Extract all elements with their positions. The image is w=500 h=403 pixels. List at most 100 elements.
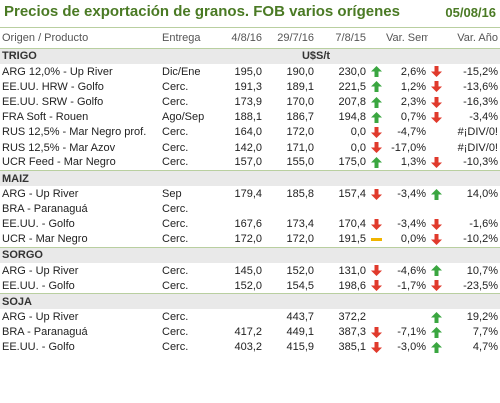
price-current-cell: 417,2 [234,326,262,339]
price-week-ago-cell: 152,0 [286,264,314,277]
table-row: RUS 12,5% - Mar Negro prof. Cerc. 164,0 172… [0,125,500,140]
table-row: UCR - Mar Negro Cerc. 172,0 172,0 191,5 0,0% -… [0,232,500,247]
weekly-change-cell: 2,6% [400,65,426,78]
arrow-down-icon [430,233,442,245]
yearly-trend-cell [428,140,444,155]
unchanged-dash-icon [370,237,382,241]
weekly-trend-cell [368,202,384,217]
price-year-ago-cell: 207,8 [338,95,366,108]
yearly-trend-cell [428,232,444,247]
price-year-ago-cell: 131,0 [338,264,366,277]
delivery-cell: Cerc. [162,156,189,169]
yearly-change-cell: -3,4% [469,111,498,124]
delivery-cell: Sep [162,187,182,200]
weekly-trend-cell [368,278,384,293]
delivery-cell: Cerc. [162,126,189,139]
section-name: TRIGO [0,47,222,64]
arrow-down-icon [370,326,382,338]
product-cell: UCR - Mar Negro [2,233,88,246]
yearly-change-cell: 19,2% [466,311,498,324]
weekly-trend-cell [368,263,384,278]
yearly-trend-cell [428,110,444,125]
arrow-down-icon [430,157,442,169]
price-week-ago-cell: 443,7 [286,311,314,324]
yearly-change-cell: 4,7% [472,341,498,354]
weekly-change-cell: 0,0% [400,233,426,246]
product-cell: ARG - Up River [2,264,79,277]
weekly-change-cell: -3,4% [397,187,426,200]
column-header: Var. Sem. [384,29,428,49]
yearly-change-cell: 7,7% [472,326,498,339]
yearly-trend-cell [428,340,444,355]
arrow-up-icon [370,157,382,169]
product-cell: FRA Soft - Rouen [2,111,89,124]
yearly-change-cell [444,202,500,217]
price-year-ago-cell: 387,3 [338,326,366,339]
table-row: EE.UU. - Golfo Cerc. 167,6 173,4 170,4 -3,4% -… [0,217,500,232]
price-year-ago-cell: 194,8 [338,111,366,124]
weekly-change-cell: 1,3% [400,156,426,169]
weekly-trend-cell [368,94,384,109]
product-cell: ARG - Up River [2,311,79,324]
unit-label [264,169,368,187]
product-cell: EE.UU. SRW - Golfo [2,95,104,108]
price-week-ago-cell: 415,9 [286,341,314,354]
yearly-change-cell: #¡DIV/0! [457,141,498,154]
weekly-change-cell: -1,7% [397,279,426,292]
price-current-cell: 167,6 [234,218,262,231]
weekly-change-cell: -3,0% [397,341,426,354]
section-spacer [222,246,264,264]
arrow-up-icon [430,265,442,277]
product-cell: BRA - Paranaguá [2,326,88,339]
delivery-cell: Cerc. [162,218,189,231]
section-spacer [222,169,264,187]
price-week-ago-cell: 449,1 [286,326,314,339]
product-cell: BRA - Paranaguá [2,203,88,216]
delivery-cell: Cerc. [162,141,189,154]
column-header: 29/7/16 [264,29,316,49]
weekly-change-cell [384,202,428,217]
arrow-down-icon [370,126,382,138]
delivery-cell: Cerc. [162,279,189,292]
price-week-ago-cell: 170,0 [286,95,314,108]
yearly-change-cell: -15,2% [463,65,498,78]
column-header: Entrega [160,29,222,49]
column-header: Var. Año [444,29,500,49]
delivery-cell: Cerc. [162,326,189,339]
price-current-cell: 157,0 [234,156,262,169]
section-name: SORGO [0,246,222,264]
arrow-down-icon [370,265,382,277]
arrow-down-icon [430,218,442,230]
product-cell: EE.UU. - Golfo [2,279,75,292]
yearly-trend-cell [428,202,444,217]
price-week-ago-cell: 189,1 [286,80,314,93]
table-row: ARG - Up River Cerc. 443,7 372,2 19,2% [0,309,500,324]
weekly-change-cell: -4,7% [397,126,426,139]
weekly-change-cell: -4,6% [397,264,426,277]
table-row: ARG 12,0% - Up River Dic/Ene 195,0 190,0 230… [0,64,500,79]
yearly-change-cell: #¡DIV/0! [457,126,498,139]
delivery-cell: Cerc. [162,95,189,108]
yearly-change-cell: -13,6% [463,80,498,93]
weekly-trend-cell [368,217,384,232]
arrow-up-icon [430,188,442,200]
delivery-cell: Ago/Sep [162,111,205,124]
section-spacer [368,47,500,64]
price-year-ago-cell: 191,5 [338,233,366,246]
arrow-up-icon [430,326,442,338]
weekly-change-cell: 1,2% [400,80,426,93]
yearly-trend-cell [428,278,444,293]
arrow-down-icon [430,111,442,123]
arrow-down-icon [370,218,382,230]
price-year-ago-cell [316,202,368,217]
weekly-trend-cell [368,309,384,324]
price-current-cell: 179,4 [234,187,262,200]
price-week-ago-cell: 155,0 [286,156,314,169]
delivery-cell: Cerc. [162,203,189,216]
weekly-trend-cell [368,186,384,201]
price-week-ago-cell: 154,5 [286,279,314,292]
price-year-ago-cell: 372,2 [338,311,366,324]
section-spacer [368,292,500,310]
section-name: MAIZ [0,169,222,187]
